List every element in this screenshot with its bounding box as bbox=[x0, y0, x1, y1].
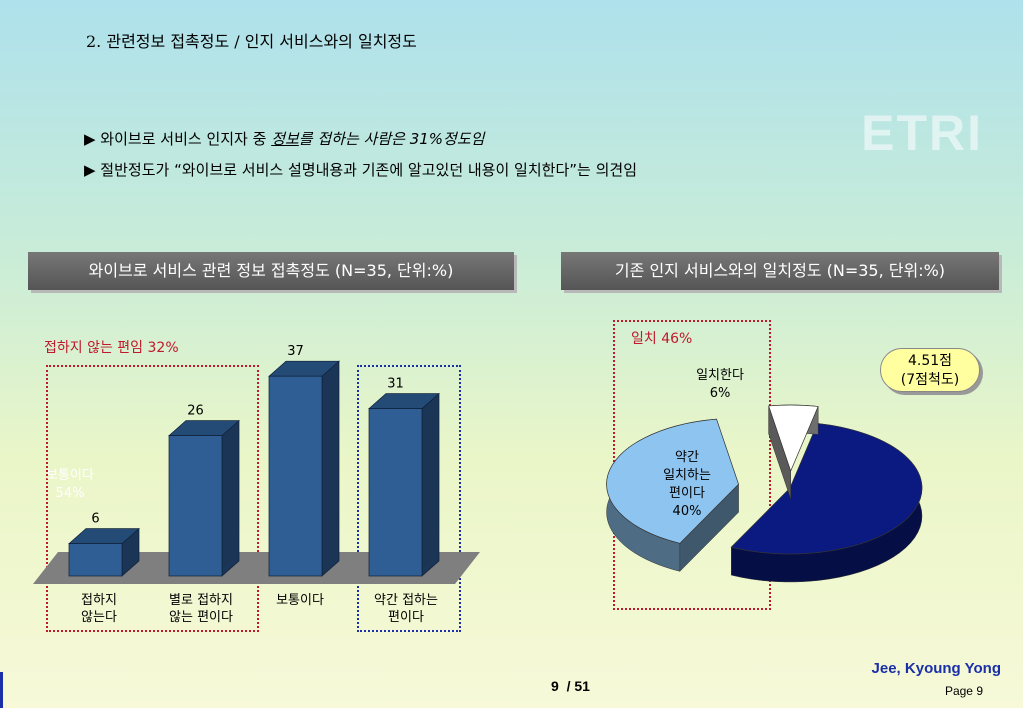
bullet-1-underlined: 정보 bbox=[271, 130, 299, 148]
not-exposed-highlight-box bbox=[46, 365, 259, 632]
pie-label-0-1: 54% bbox=[56, 486, 85, 501]
bar-value-label-1: 26 bbox=[187, 404, 204, 419]
x-label-1-line2: 않는 편이다 bbox=[169, 610, 233, 625]
score-scale: (7점척도) bbox=[900, 372, 960, 388]
bullet-1-text: ▶ 와이브로 서비스 인지자 중 bbox=[84, 130, 272, 148]
pie-label-1-1: 일치하는 bbox=[663, 468, 711, 483]
x-label-3-line1: 약간 접하는 bbox=[374, 593, 438, 608]
bullet-1: ▶ 와이브로 서비스 인지자 중 정보를 접하는 사람은 31%정도임 bbox=[84, 128, 484, 149]
bar-0-front bbox=[68, 543, 123, 577]
pie-label-2-0: 일치한다 bbox=[696, 368, 744, 383]
x-label-2-line1: 보통이다 bbox=[276, 593, 324, 608]
bar-value-label-3: 31 bbox=[387, 377, 404, 392]
score-value: 4.51점 bbox=[907, 353, 953, 369]
page-total: / 51 bbox=[566, 678, 590, 694]
x-label-0-line2: 않는다 bbox=[81, 610, 117, 625]
slide-title: 2. 관련정보 접촉정도 / 인지 서비스와의 일치정도 bbox=[86, 32, 417, 51]
bar-1-front bbox=[168, 435, 223, 577]
page-current: 9 bbox=[551, 678, 559, 694]
x-label-3: 약간 접하는 편이다 bbox=[354, 592, 458, 626]
bullet-1-italic: 를 접하는 사람은 31%정도임 bbox=[298, 130, 485, 148]
pie-slice-0 bbox=[730, 423, 923, 583]
bar-value-label-2: 37 bbox=[287, 344, 304, 359]
bar-2-front bbox=[268, 375, 323, 577]
right-panel-header: 기존 인지 서비스와의 일치정도 (N=35, 단위:%) bbox=[561, 252, 999, 290]
x-label-1: 별로 접하지 않는 편이다 bbox=[151, 592, 251, 626]
bar-value-label-0: 6 bbox=[91, 512, 99, 527]
bar-3-front bbox=[368, 408, 423, 577]
left-panel-header: 와이브로 서비스 관련 정보 접촉정도 (N=35, 단위:%) bbox=[28, 252, 514, 290]
left-panel-note: 접하지 않는 편임 32% bbox=[44, 340, 179, 356]
bar-chart-bars: 6 26 37 31 bbox=[68, 344, 440, 577]
pie-slice-2-top bbox=[768, 404, 819, 472]
pie-label-1-3: 40% bbox=[673, 504, 702, 519]
pie-slice-0-top bbox=[730, 423, 923, 555]
pie-slice-1 bbox=[606, 418, 739, 572]
page-label: Page 9 bbox=[944, 684, 983, 698]
x-label-2: 보통이다 bbox=[262, 592, 338, 609]
page-counter: 9 / 51 bbox=[551, 678, 590, 694]
somewhat-exposed-highlight-box bbox=[357, 365, 461, 632]
bar-chart-floor bbox=[33, 552, 480, 584]
x-label-3-line2: 편이다 bbox=[388, 610, 424, 625]
bullet-2: ▶ 절반정도가 “와이브로 서비스 설명내용과 기존에 알고있던 내용이 일치한… bbox=[84, 161, 637, 179]
pie-label-0-0: 보통이다 bbox=[46, 468, 94, 483]
x-label-0: 접하지 않는다 bbox=[62, 592, 136, 626]
left-accent-bar bbox=[0, 672, 3, 708]
score-badge: 4.51점 (7점척도) bbox=[880, 348, 980, 392]
pie-slice-2 bbox=[768, 404, 819, 500]
pie-label-1-2: 편이다 bbox=[669, 486, 705, 501]
bar-0 bbox=[68, 527, 140, 577]
x-label-1-line1: 별로 접하지 bbox=[169, 593, 233, 608]
author-name: Jee, Kyoung Yong bbox=[871, 660, 1001, 677]
pie-slice-1-top bbox=[606, 418, 739, 544]
pie-label-2-1: 6% bbox=[710, 386, 731, 401]
bar-3 bbox=[368, 392, 440, 577]
etri-watermark: ETRI bbox=[861, 105, 983, 161]
x-label-0-line1: 접하지 bbox=[81, 593, 117, 608]
bar-2 bbox=[268, 360, 340, 577]
bar-1 bbox=[168, 419, 240, 577]
right-panel-note: 일치 46% bbox=[631, 331, 693, 347]
pie-label-1-0: 약간 bbox=[675, 450, 699, 465]
